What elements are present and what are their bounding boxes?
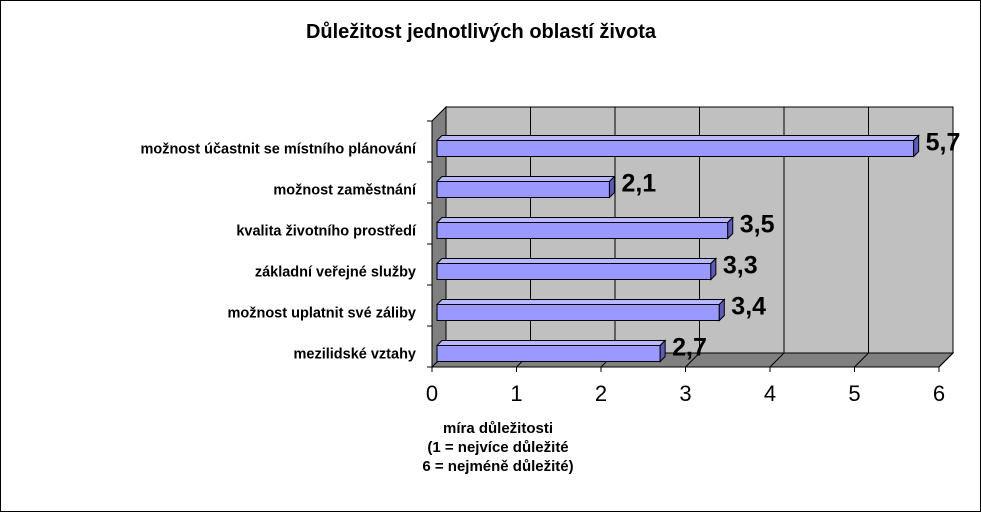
x-tick-label: 1 [510, 381, 522, 406]
x-axis-label: míra důležitosti (1 = nejvíce důležité 6… [368, 419, 628, 476]
bar-top-face [435, 299, 726, 305]
x-tick-label: 4 [764, 381, 776, 406]
bar [436, 181, 610, 198]
x-tick-label: 2 [595, 381, 607, 406]
x-axis-label-line: míra důležitosti [442, 420, 554, 437]
category-label: základní veřejné služby [255, 265, 416, 281]
bar-end-face [913, 134, 920, 158]
x-tick-label: 3 [679, 381, 691, 406]
category-label: možnost účastnit se místního plánování [140, 142, 417, 158]
bar [436, 222, 729, 239]
x-tick-label: 0 [426, 381, 438, 406]
bar-top-face [435, 340, 667, 346]
data-label: 3,3 [723, 252, 758, 280]
x-tick-label: 5 [848, 381, 860, 406]
bar-end-face [727, 216, 734, 240]
bar-end-face [659, 339, 666, 363]
bar [436, 263, 712, 280]
gridline-floor [938, 352, 954, 368]
bar-end-face [608, 175, 615, 199]
category-label: mezilidské vztahy [294, 347, 417, 363]
x-tick-label: 6 [933, 381, 945, 406]
data-label: 2,1 [621, 170, 656, 198]
category-label: možnost uplatnit své záliby [227, 306, 416, 322]
bar-top-face [435, 258, 718, 264]
bar [436, 304, 720, 321]
bar-end-face [710, 257, 717, 281]
data-label: 5,7 [926, 129, 961, 157]
bar [436, 345, 661, 362]
x-axis-label-line: 6 = nejméně důležité) [422, 458, 574, 475]
category-label: možnost zaměstnání [273, 183, 417, 199]
bar-top-face [435, 176, 616, 182]
category-label: kvalita životního prostředí [236, 224, 417, 240]
bar-top-face [435, 135, 920, 141]
gridline-floor [685, 352, 700, 368]
data-label: 3,5 [740, 211, 775, 239]
data-label: 2,7 [672, 334, 707, 362]
bar [436, 140, 915, 157]
bar-top-face [435, 217, 734, 223]
chart-title: Důležitost jednotlivých oblastí života [305, 21, 657, 43]
data-label: 3,4 [731, 293, 766, 321]
gridline-floor [769, 352, 785, 368]
bar-end-face [718, 298, 725, 322]
x-axis-label-line: (1 = nejvíce důležité [427, 439, 569, 456]
gridline-floor [854, 352, 869, 368]
